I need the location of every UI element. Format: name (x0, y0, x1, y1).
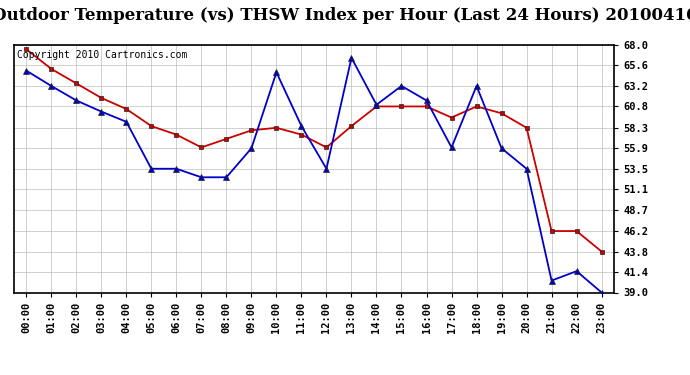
Text: Outdoor Temperature (vs) THSW Index per Hour (Last 24 Hours) 20100416: Outdoor Temperature (vs) THSW Index per … (0, 8, 690, 24)
Text: Copyright 2010 Cartronics.com: Copyright 2010 Cartronics.com (17, 50, 187, 60)
